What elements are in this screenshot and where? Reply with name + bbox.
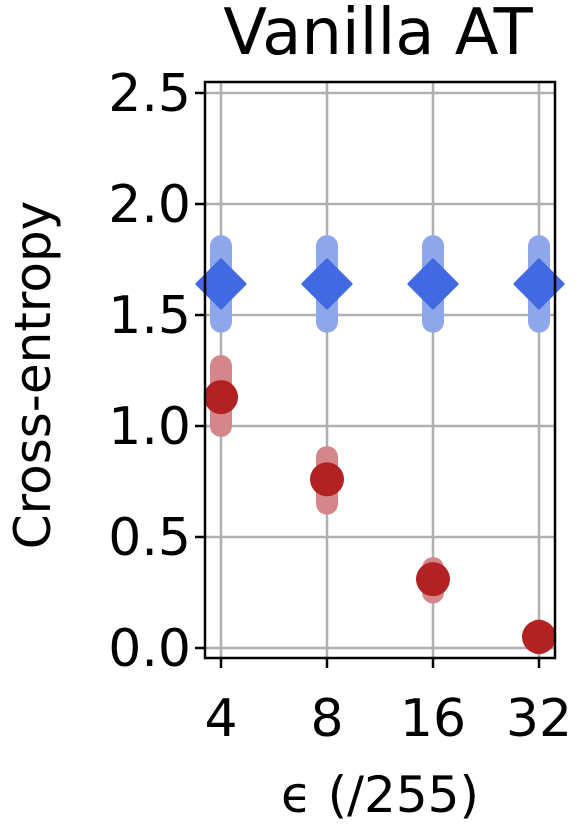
y-axis-label: Cross-entropy [4,201,62,550]
error-bars [210,235,550,655]
diamond-point [301,258,353,310]
x-tick-label: 4 [204,689,237,749]
plot-frame [203,80,557,660]
data-points [195,258,565,654]
circle-point [416,562,450,597]
y-tick-label: 1.0 [108,397,191,457]
circle-point [204,380,238,415]
y-tick-label: 2.5 [108,64,191,124]
x-tick-label: 32 [506,689,572,749]
diamond-point [407,258,459,310]
grid [205,82,555,658]
y-tick-label: 0.0 [108,619,191,679]
circle-point [310,462,344,497]
y-tick-label: 1.5 [108,286,191,346]
axis-ticks: 0.0 0.5 1.0 1.5 2.0 2.5 4 8 16 32 [108,64,572,749]
y-tick-label: 2.0 [108,175,191,235]
chart-title: Vanilla AT [223,0,533,70]
x-axis-label: ϵ (/255) [281,766,479,824]
circle-point [522,619,556,654]
y-tick-label: 0.5 [108,508,191,568]
x-tick-label: 8 [310,689,343,749]
x-tick-label: 16 [400,689,466,749]
